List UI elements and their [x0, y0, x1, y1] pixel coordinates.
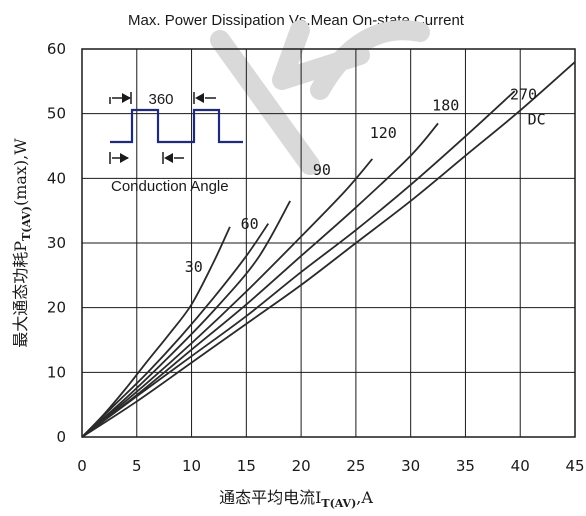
- series-line-60: [81, 223, 269, 438]
- x-axis-label: 通态平均电流IT(AV),A: [219, 488, 373, 510]
- y-tick-label: 40: [47, 169, 66, 187]
- series-line-90: [81, 200, 291, 438]
- series-line-dc: [81, 61, 576, 438]
- y-tick-label: 60: [47, 40, 66, 58]
- x-tick-label: 30: [401, 457, 420, 475]
- y-tick-label: 50: [47, 105, 66, 123]
- x-tick-label: 0: [77, 457, 87, 475]
- x-tick-label: 45: [565, 457, 584, 475]
- arrow-left-icon: [195, 93, 204, 103]
- square-wave-icon: [110, 108, 243, 144]
- conduction-angle-label: Conduction Angle: [111, 178, 229, 195]
- series-label-120: 120: [370, 124, 397, 142]
- series-label-270: 270: [510, 85, 537, 103]
- x-tick-label: 15: [237, 457, 256, 475]
- y-axis-label: 最大通态功耗PT(AV)(max),W: [11, 138, 33, 348]
- arrow-right-icon: [122, 93, 131, 103]
- series-line-270: [81, 90, 516, 438]
- series-line-30: [81, 226, 231, 438]
- x-tick-label: 35: [456, 457, 475, 475]
- series-label-90: 90: [313, 161, 331, 179]
- conduction-angle-inset: 360 Conduction Angle: [109, 91, 243, 195]
- x-tick-label: 10: [182, 457, 201, 475]
- x-tick-label: 40: [511, 457, 530, 475]
- arrow-right-icon: [120, 153, 129, 163]
- series-labels: 30 60 90 120 180 270 DC: [185, 85, 546, 276]
- y-tick-label: 30: [47, 234, 66, 252]
- angle-360-label: 360: [148, 91, 173, 108]
- y-tick-label: 20: [47, 299, 66, 317]
- y-axis-ticks: 0 10 20 30 40 50 60: [47, 40, 66, 446]
- plot-frame: [81, 48, 576, 438]
- x-axis-ticks: 0 5 10 15 20 25 30 35 40 45: [77, 457, 584, 475]
- series-lines: [81, 61, 576, 438]
- series-label-dc: DC: [528, 111, 546, 129]
- arrow-left-icon: [164, 153, 173, 163]
- series-line-180: [81, 122, 439, 438]
- y-tick-label: 0: [56, 428, 66, 446]
- x-tick-label: 25: [346, 457, 365, 475]
- watermark-logo: [210, 20, 430, 175]
- y-tick-label: 10: [47, 363, 66, 381]
- series-label-180: 180: [432, 96, 459, 114]
- series-line-120: [81, 158, 374, 438]
- x-tick-label: 5: [132, 457, 142, 475]
- x-tick-label: 20: [292, 457, 311, 475]
- grid-lines: [82, 49, 575, 437]
- series-label-60: 60: [241, 215, 259, 233]
- series-label-30: 30: [185, 258, 203, 276]
